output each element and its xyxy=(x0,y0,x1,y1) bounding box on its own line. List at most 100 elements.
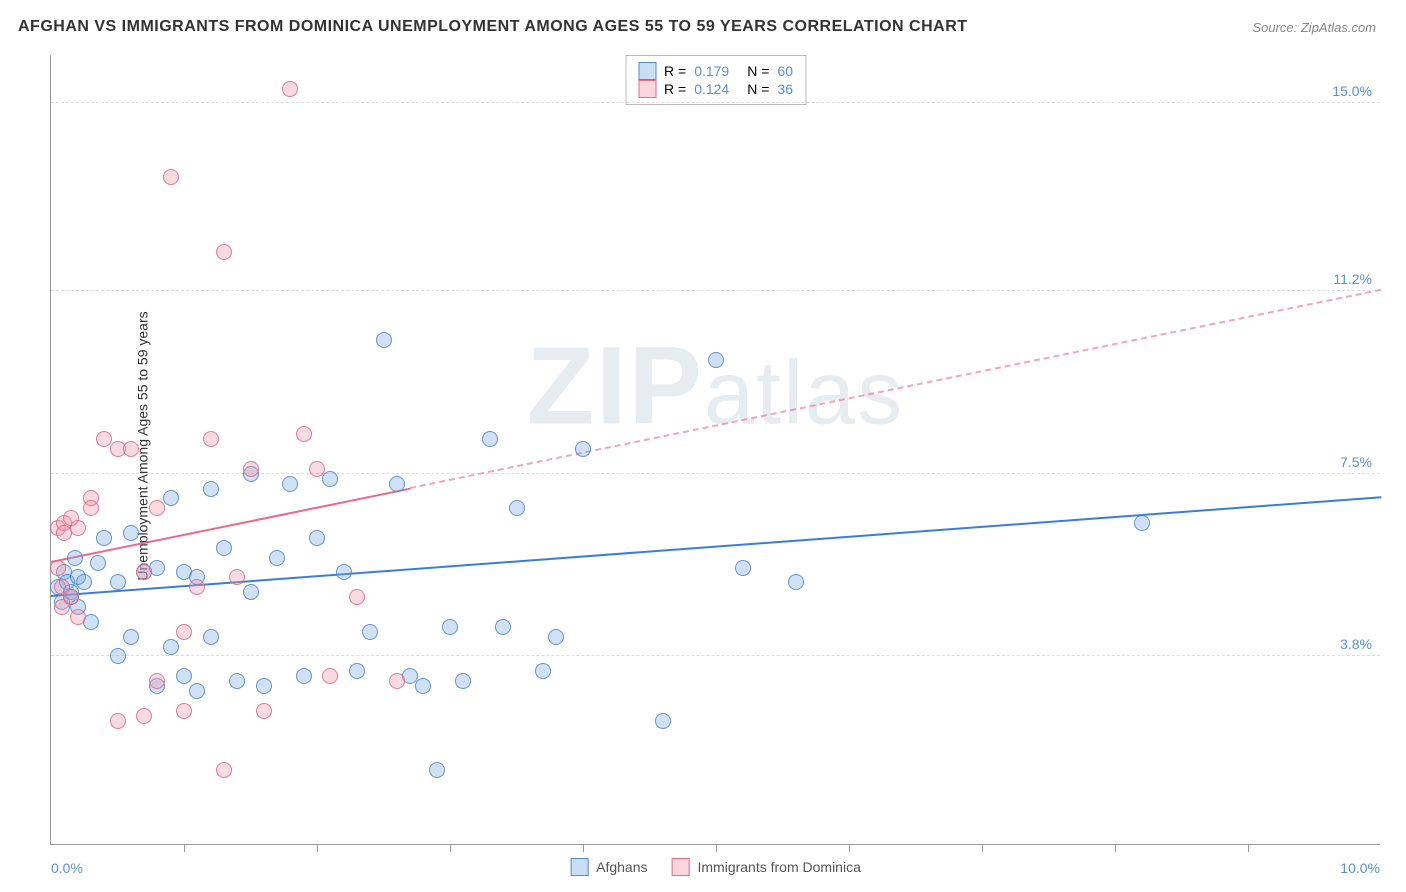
data-point xyxy=(655,713,671,729)
data-point xyxy=(495,619,511,635)
data-point xyxy=(229,569,245,585)
data-point xyxy=(362,624,378,640)
data-point xyxy=(123,525,139,541)
data-point xyxy=(548,629,564,645)
data-point xyxy=(110,574,126,590)
data-point xyxy=(70,520,86,536)
data-point xyxy=(229,673,245,689)
data-point xyxy=(83,500,99,516)
data-point xyxy=(282,81,298,97)
data-point xyxy=(376,332,392,348)
stats-n-label: N = xyxy=(747,63,769,79)
data-point xyxy=(189,579,205,595)
legend-item-afghans: Afghans xyxy=(570,858,647,876)
data-point xyxy=(70,609,86,625)
stats-r-value: 0.124 xyxy=(694,81,729,97)
data-point xyxy=(389,673,405,689)
data-point xyxy=(216,244,232,260)
data-point xyxy=(67,550,83,566)
stats-r-value: 0.179 xyxy=(694,63,729,79)
chart-container: AFGHAN VS IMMIGRANTS FROM DOMINICA UNEMP… xyxy=(0,0,1406,892)
data-point xyxy=(442,619,458,635)
y-tick-label: 15.0% xyxy=(1332,83,1372,99)
chart-title: AFGHAN VS IMMIGRANTS FROM DOMINICA UNEMP… xyxy=(18,18,968,36)
stats-r-label: R = xyxy=(664,81,686,97)
trend-line xyxy=(51,496,1381,597)
x-tick-label-left: 0.0% xyxy=(51,860,83,876)
legend-label: Immigrants from Dominica xyxy=(698,859,861,875)
data-point xyxy=(110,648,126,664)
data-point xyxy=(149,673,165,689)
stats-n-label: N = xyxy=(747,81,769,97)
data-point xyxy=(176,624,192,640)
data-point xyxy=(575,441,591,457)
data-point xyxy=(708,352,724,368)
data-point xyxy=(349,663,365,679)
data-point xyxy=(735,560,751,576)
data-point xyxy=(243,461,259,477)
legend-label: Afghans xyxy=(596,859,647,875)
data-point xyxy=(322,668,338,684)
x-tick xyxy=(716,844,717,852)
plot-area: ZIPatlas R = 0.179 N = 60 R = 0.124 N = … xyxy=(50,55,1380,845)
y-tick-label: 3.8% xyxy=(1340,636,1372,652)
data-point xyxy=(203,481,219,497)
data-point xyxy=(243,584,259,600)
y-tick-label: 11.2% xyxy=(1333,271,1372,287)
data-point xyxy=(63,589,79,605)
data-point xyxy=(216,762,232,778)
stats-row-dominica: R = 0.124 N = 36 xyxy=(638,80,793,98)
data-point xyxy=(176,703,192,719)
data-point xyxy=(163,639,179,655)
data-point xyxy=(1134,515,1150,531)
data-point xyxy=(256,678,272,694)
data-point xyxy=(429,762,445,778)
data-point xyxy=(203,629,219,645)
data-point xyxy=(123,441,139,457)
data-point xyxy=(76,574,92,590)
x-tick xyxy=(184,844,185,852)
watermark: ZIPatlas xyxy=(527,323,904,450)
data-point xyxy=(482,431,498,447)
data-point xyxy=(415,678,431,694)
data-point xyxy=(269,550,285,566)
data-point xyxy=(509,500,525,516)
data-point xyxy=(322,471,338,487)
swatch-pink-icon xyxy=(672,858,690,876)
stats-row-afghans: R = 0.179 N = 60 xyxy=(638,62,793,80)
x-tick xyxy=(583,844,584,852)
data-point xyxy=(136,564,152,580)
stats-n-value: 60 xyxy=(777,63,793,79)
bottom-legend: Afghans Immigrants from Dominica xyxy=(570,858,861,876)
x-tick xyxy=(1248,844,1249,852)
data-point xyxy=(90,555,106,571)
data-point xyxy=(389,476,405,492)
data-point xyxy=(349,589,365,605)
x-tick xyxy=(849,844,850,852)
source-attribution: Source: ZipAtlas.com xyxy=(1252,20,1376,35)
data-point xyxy=(136,708,152,724)
data-point xyxy=(216,540,232,556)
data-point xyxy=(163,169,179,185)
x-tick xyxy=(317,844,318,852)
data-point xyxy=(50,560,66,576)
x-tick xyxy=(450,844,451,852)
data-point xyxy=(309,461,325,477)
gridline xyxy=(51,290,1380,291)
swatch-blue-icon xyxy=(638,62,656,80)
data-point xyxy=(296,668,312,684)
data-point xyxy=(309,530,325,546)
stats-n-value: 36 xyxy=(777,81,793,97)
gridline xyxy=(51,102,1380,103)
data-point xyxy=(455,673,471,689)
data-point xyxy=(336,564,352,580)
data-point xyxy=(110,713,126,729)
gridline xyxy=(51,655,1380,656)
data-point xyxy=(282,476,298,492)
x-tick-label-right: 10.0% xyxy=(1340,860,1380,876)
x-tick xyxy=(1115,844,1116,852)
data-point xyxy=(123,629,139,645)
data-point xyxy=(296,426,312,442)
legend-item-dominica: Immigrants from Dominica xyxy=(672,858,861,876)
stats-r-label: R = xyxy=(664,63,686,79)
